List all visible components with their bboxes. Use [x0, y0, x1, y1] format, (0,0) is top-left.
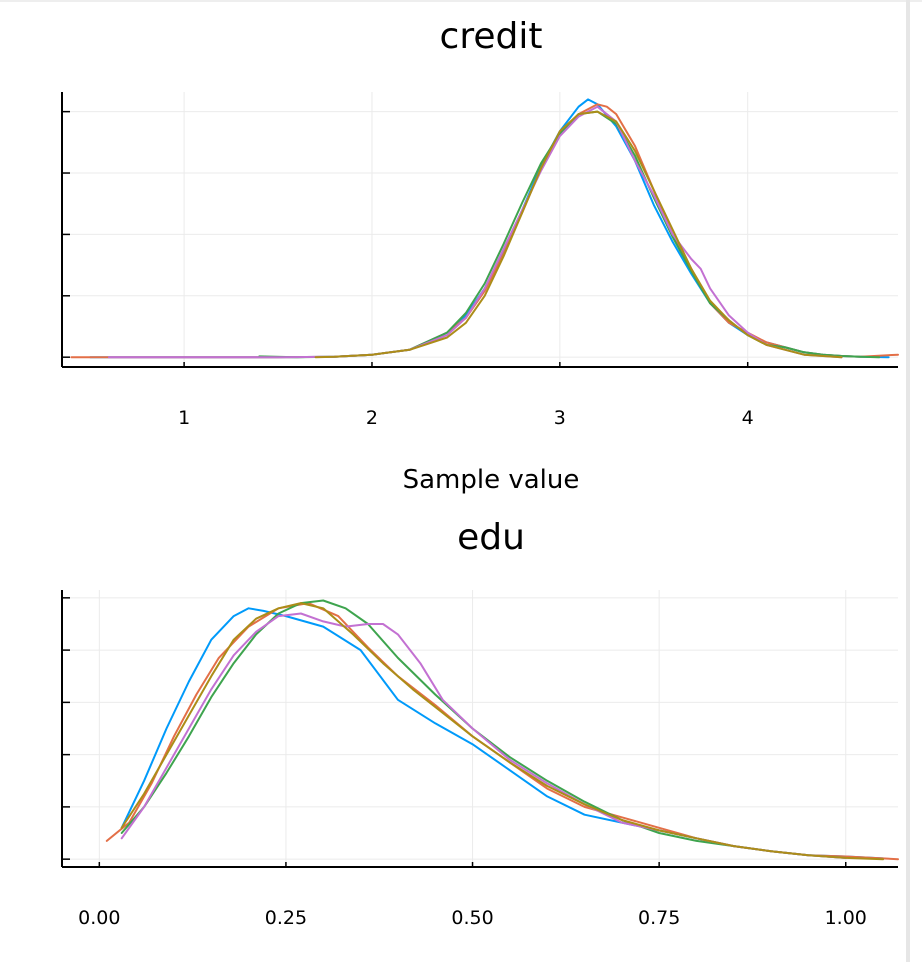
series-1-line [89, 98, 890, 359]
window-top-border [0, 0, 922, 2]
edu-panel: edu 0.00 0.25 0.50 0.75 1.00 [61, 517, 899, 929]
series-5-line [314, 110, 843, 359]
x-tick-label: 1.00 [825, 907, 867, 929]
x-tick-label: 2 [366, 407, 378, 429]
x-tick-label: 3 [554, 407, 566, 429]
series-2-line [105, 602, 899, 861]
x-tick-label: 0.25 [265, 907, 307, 929]
credit-x-axis-label: Sample value [403, 465, 580, 495]
x-tick-label: 4 [742, 407, 754, 429]
credit-panel: credit Sample value 1 2 3 4 [61, 16, 899, 495]
series-3-line [258, 110, 881, 359]
series-2-line [70, 103, 899, 359]
x-tick-label: 0.50 [451, 907, 493, 929]
window-right-border [906, 0, 910, 962]
series-5-line [120, 602, 885, 861]
x-tick-label: 1 [178, 407, 190, 429]
series-4-line [108, 105, 843, 359]
x-tick-label: 0.00 [78, 907, 120, 929]
edu-title: edu [457, 517, 525, 558]
series-3-line [120, 599, 847, 859]
credit-title: credit [440, 16, 543, 57]
series-1-line [120, 607, 885, 860]
x-tick-label: 0.75 [638, 907, 680, 929]
